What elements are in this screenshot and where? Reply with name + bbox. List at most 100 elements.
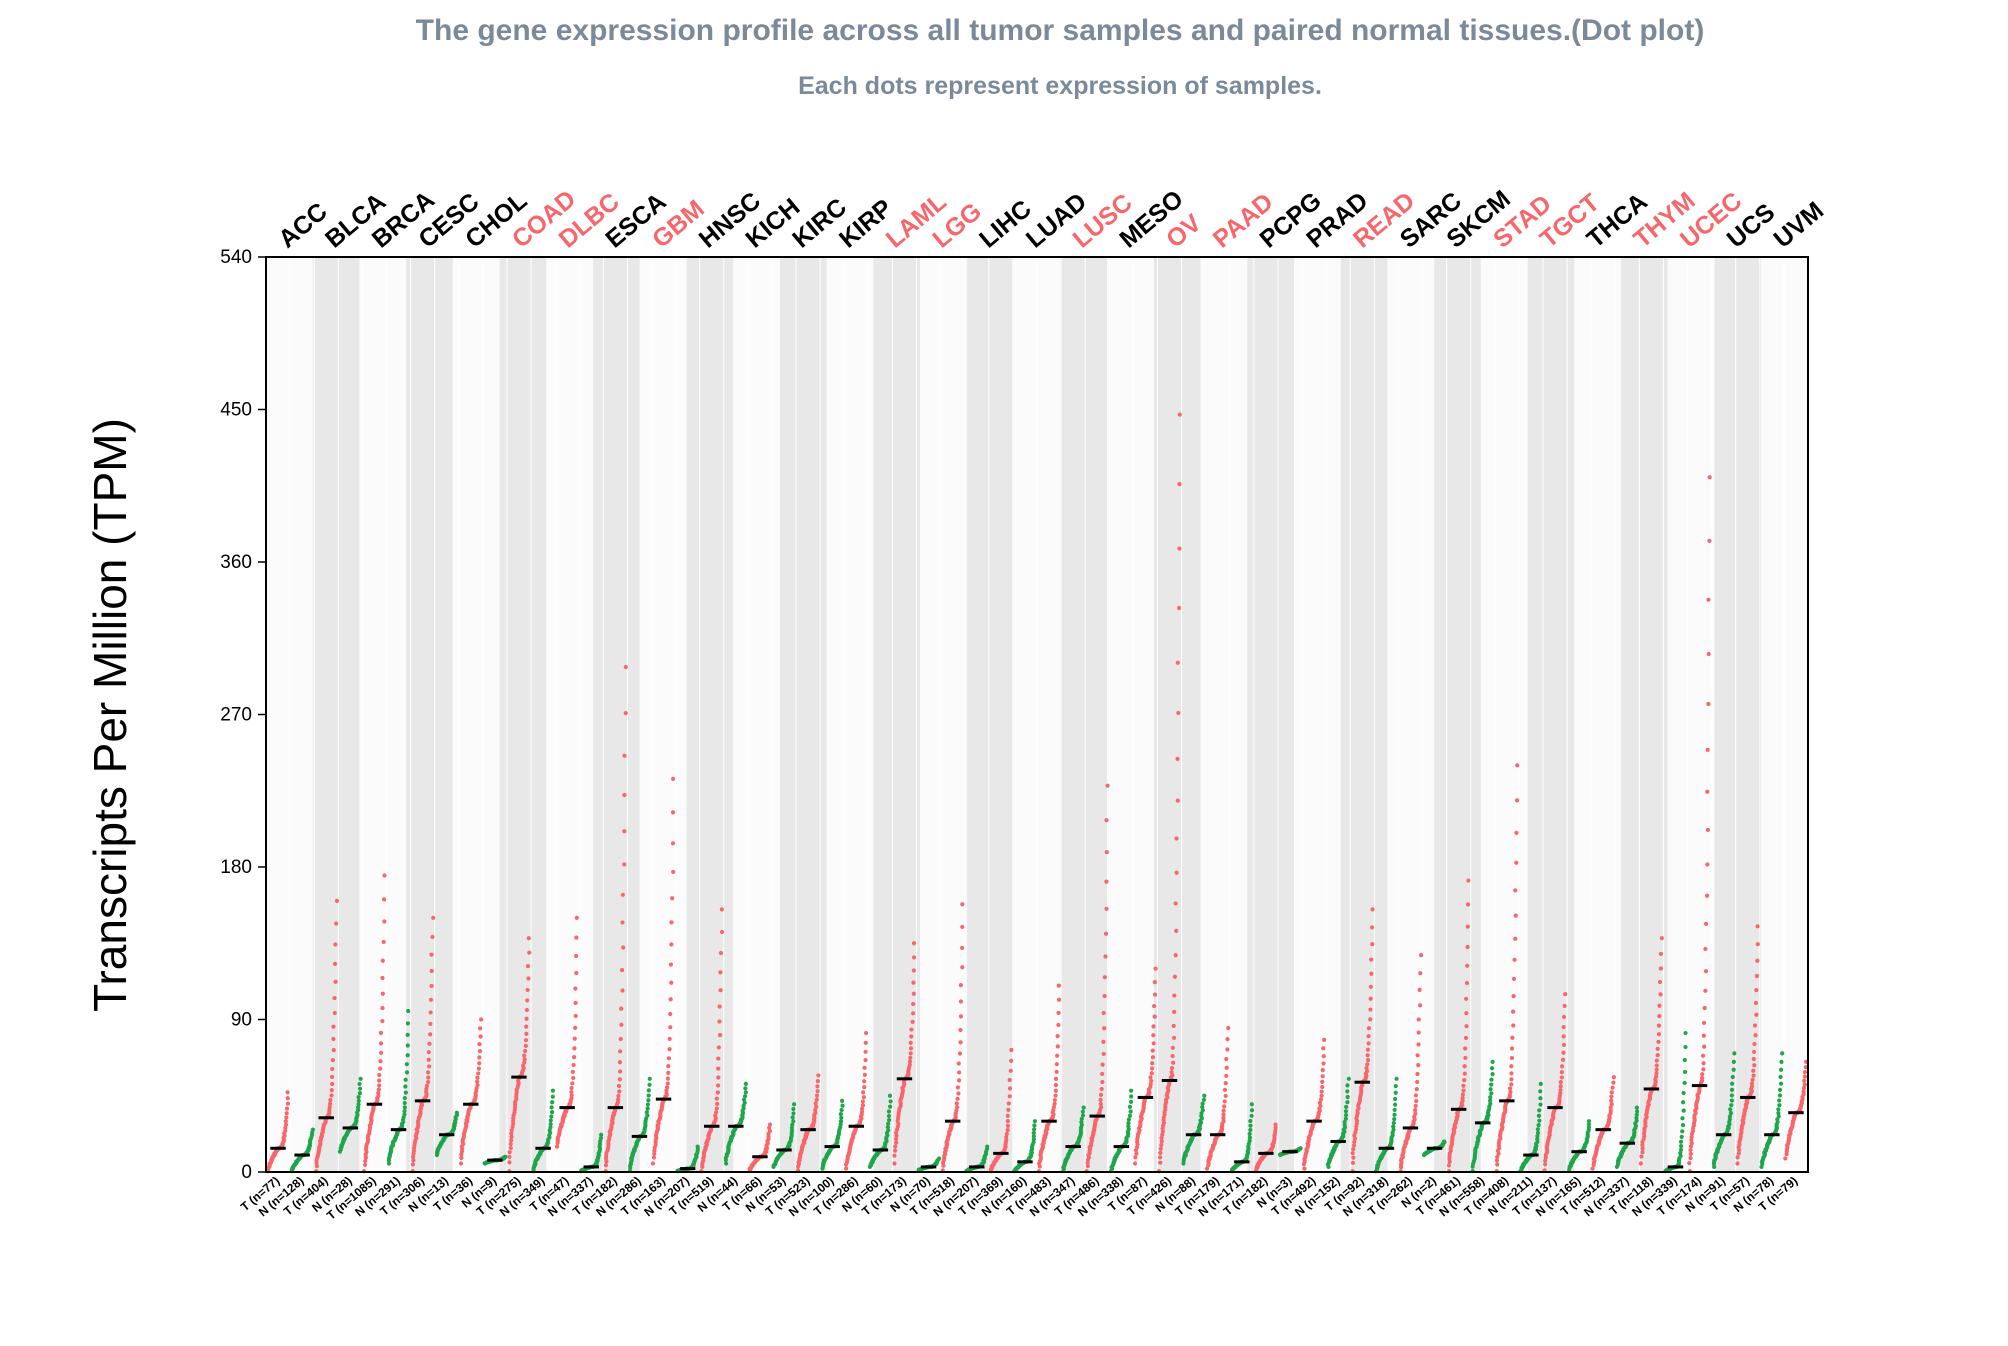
data-dot <box>1006 1107 1011 1113</box>
data-dot <box>1442 1139 1447 1144</box>
data-dot <box>573 1013 578 1019</box>
data-dot <box>1079 1116 1084 1122</box>
band-kirp <box>826 257 874 1172</box>
data-dot <box>574 935 579 940</box>
data-dot <box>1127 1104 1133 1110</box>
data-dot <box>1611 1080 1616 1085</box>
y-tick-label: 540 <box>220 247 252 268</box>
data-dot <box>1160 1129 1166 1134</box>
data-dot <box>1345 1100 1350 1105</box>
data-dot <box>1177 482 1182 487</box>
data-dot <box>789 1125 794 1130</box>
data-dot <box>1222 1104 1227 1109</box>
data-dot <box>645 1102 650 1107</box>
data-dot <box>651 1155 657 1160</box>
data-dot <box>861 1095 867 1100</box>
data-dot <box>892 1161 897 1166</box>
data-dot <box>1322 1037 1327 1042</box>
data-dot <box>957 1078 962 1083</box>
data-dot <box>1415 1071 1420 1077</box>
data-dot <box>328 1097 333 1103</box>
data-dot <box>954 1108 959 1113</box>
data-dot <box>1706 701 1711 707</box>
data-dot <box>428 1010 433 1015</box>
data-dot <box>1413 1111 1418 1116</box>
data-dot <box>1103 931 1109 936</box>
data-dot <box>523 1043 528 1048</box>
data-dot <box>767 1122 773 1127</box>
data-dot <box>1224 1056 1229 1062</box>
data-dot <box>1703 921 1709 926</box>
data-dot <box>1751 1073 1756 1078</box>
data-dot <box>1101 1039 1106 1044</box>
data-dot <box>1586 1125 1592 1130</box>
data-dot <box>333 942 338 947</box>
data-dot <box>357 1081 362 1087</box>
data-dot <box>1416 1017 1421 1022</box>
data-dot <box>886 1128 891 1133</box>
data-dot <box>1634 1105 1639 1110</box>
data-dot <box>908 1051 913 1056</box>
data-dot <box>1688 1147 1693 1153</box>
data-dot <box>331 1036 336 1042</box>
data-dot <box>1755 924 1760 929</box>
data-dot <box>1562 1003 1567 1009</box>
data-dot <box>1777 1093 1783 1098</box>
data-dot <box>619 1022 624 1027</box>
data-dot <box>1538 1089 1543 1094</box>
data-dot <box>1171 1035 1177 1040</box>
data-dot <box>1681 1090 1686 1096</box>
band-kirc <box>780 257 827 1172</box>
data-dot <box>955 1096 960 1101</box>
data-dot <box>330 1066 335 1072</box>
data-dot <box>1542 1162 1548 1167</box>
data-dot <box>1512 957 1517 962</box>
data-dot <box>549 1105 554 1110</box>
data-dot <box>1509 1046 1515 1051</box>
band-lgg <box>920 257 967 1172</box>
data-dot <box>1586 1119 1592 1124</box>
data-dot <box>284 1111 289 1116</box>
data-dot <box>1391 1120 1396 1126</box>
data-dot <box>1128 1109 1133 1114</box>
data-dot <box>907 1062 912 1067</box>
data-dot <box>1608 1105 1613 1110</box>
data-dot <box>381 897 387 902</box>
data-dot <box>885 1125 890 1130</box>
data-dot <box>1365 1053 1370 1058</box>
data-dot <box>1609 1102 1614 1107</box>
data-dot <box>1608 1108 1613 1113</box>
data-dot <box>507 1150 512 1155</box>
data-dot <box>646 1098 651 1103</box>
data-dot <box>402 1109 407 1114</box>
data-dot <box>522 1060 527 1065</box>
data-dot <box>719 929 725 935</box>
data-dot <box>668 1025 673 1030</box>
data-dot <box>1610 1085 1615 1090</box>
data-dot <box>838 1122 843 1127</box>
data-dot <box>1730 1081 1735 1086</box>
data-dot <box>960 965 965 970</box>
data-dot <box>1538 1102 1543 1107</box>
y-axis: 0 90 180 270 360 450 540 <box>220 247 266 1183</box>
data-dot <box>571 1062 576 1068</box>
data-dot <box>1778 1067 1784 1072</box>
data-dot <box>285 1101 291 1106</box>
data-dot <box>619 968 625 973</box>
data-dot <box>425 1079 431 1085</box>
data-dot <box>429 968 434 974</box>
data-dot <box>1779 1059 1784 1064</box>
data-dot <box>310 1127 315 1132</box>
data-dot <box>427 1064 432 1069</box>
data-dot <box>1655 1052 1660 1058</box>
data-dot <box>1447 1159 1452 1164</box>
data-dot <box>428 1021 433 1027</box>
cancer-type-labels: ACCBLCABRCACESCCHOLCOADDLBCESCAGBMHNSCKI… <box>273 185 1829 254</box>
data-dot <box>1105 783 1110 788</box>
data-dot <box>1561 1014 1567 1020</box>
data-dot <box>330 1058 335 1063</box>
data-dot <box>1509 1064 1514 1069</box>
data-dot <box>647 1082 652 1087</box>
data-dot <box>1056 983 1061 988</box>
data-dot <box>1753 1000 1759 1006</box>
